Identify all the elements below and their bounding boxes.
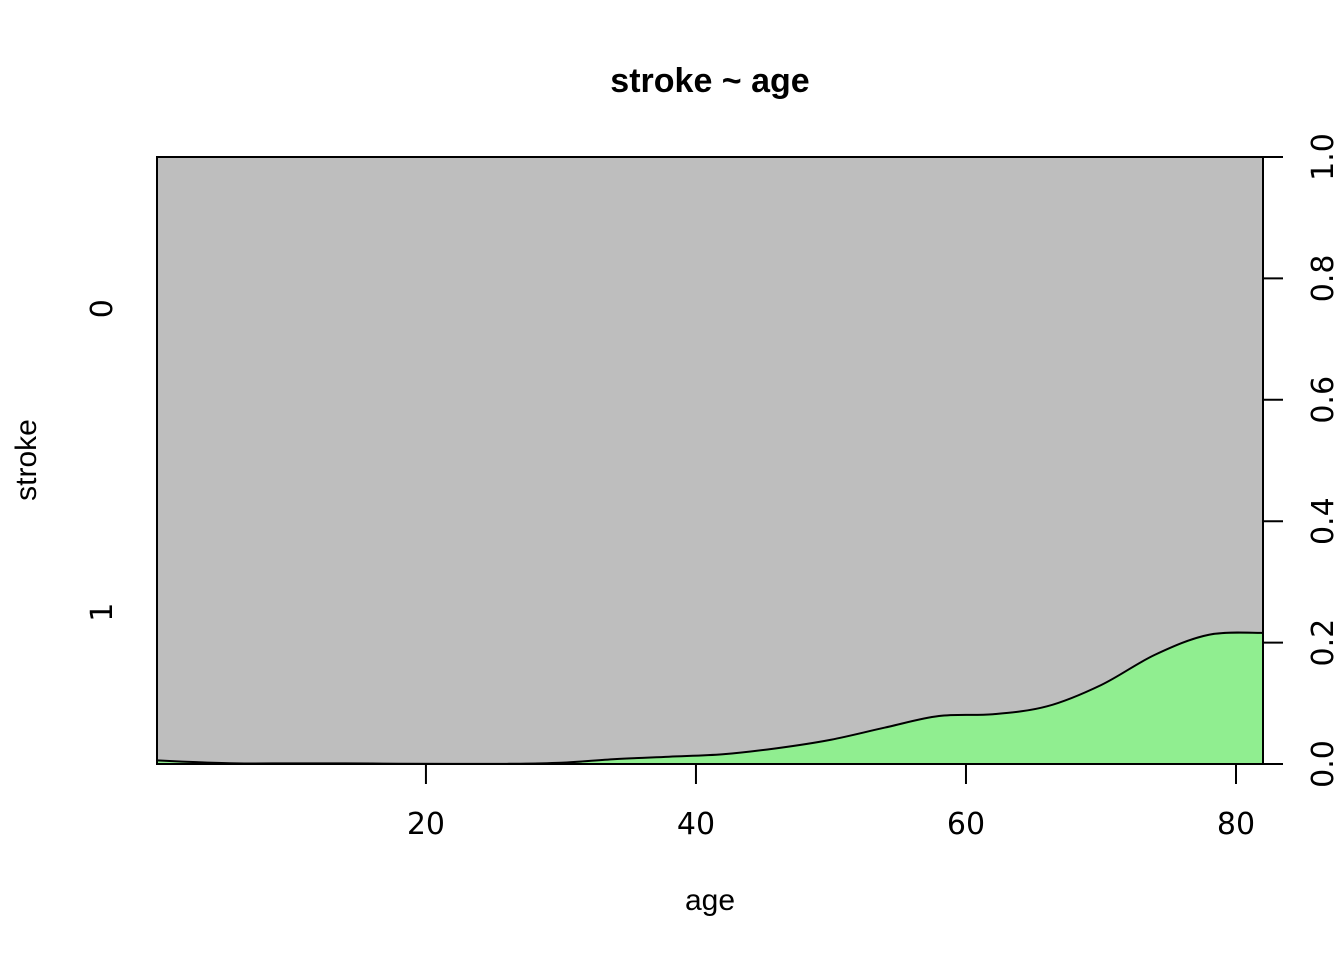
x-tick-label: 20 — [407, 807, 445, 842]
chart-title: stroke ~ age — [610, 62, 809, 100]
y-right-tick-label: 1.0 — [1306, 133, 1341, 181]
y-right-tick-label: 0.6 — [1306, 376, 1341, 424]
y-right-axis: 0.0 0.2 0.4 0.6 0.8 1.0 — [1262, 133, 1341, 788]
y-right-tick-label: 0.8 — [1306, 255, 1341, 303]
x-axis: 20 40 60 80 — [407, 764, 1255, 842]
x-axis-label: age — [685, 884, 735, 917]
stroke-0-region — [157, 157, 1263, 764]
plot-area — [156, 156, 1264, 765]
x-tick-label: 60 — [947, 807, 985, 842]
y-right-tick-label: 0.2 — [1306, 619, 1341, 667]
stroke-1-area — [157, 632, 1263, 764]
y-left-category-label: 0 — [85, 299, 120, 318]
y-right-tick-label: 0.4 — [1306, 497, 1341, 545]
y-right-tick-label: 0.0 — [1306, 740, 1341, 788]
y-axis-label: stroke — [10, 419, 43, 501]
x-tick-label: 40 — [677, 807, 715, 842]
x-tick-label: 80 — [1217, 807, 1255, 842]
y-left-category-label: 1 — [85, 603, 120, 622]
y-left-category-labels: 01 — [85, 299, 120, 622]
